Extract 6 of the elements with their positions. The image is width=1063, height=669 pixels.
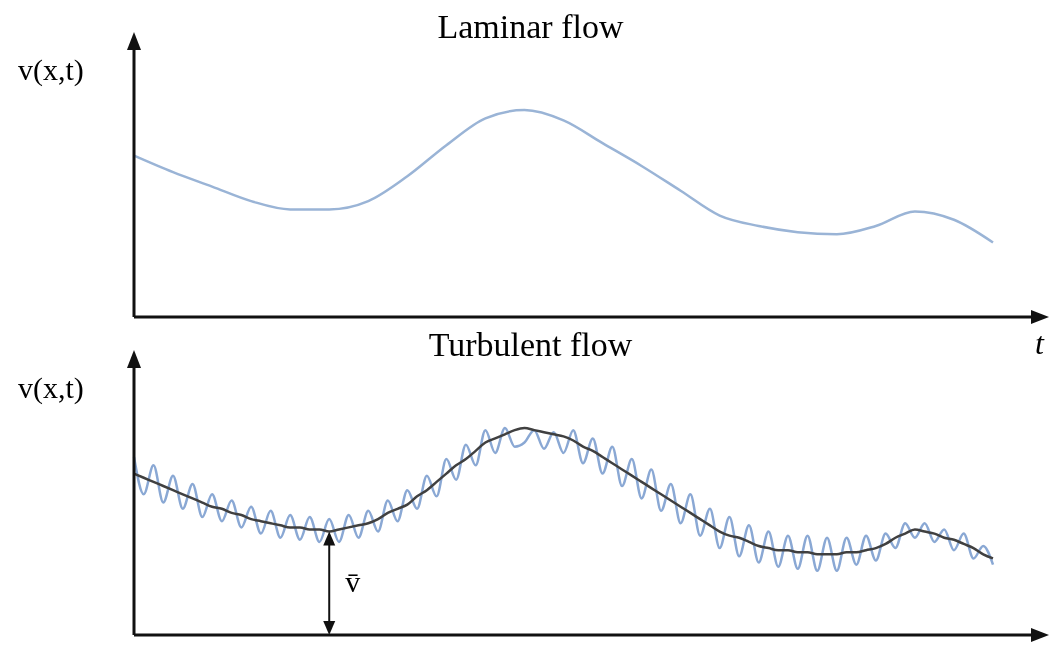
x-axis-title: t <box>1035 325 1044 362</box>
chart-title: Turbulent flow <box>428 326 633 363</box>
y-axis-title: v(x,t) <box>18 53 84 87</box>
annotation: v̄ <box>345 565 361 600</box>
chart-title: Laminar flow <box>436 8 625 46</box>
y-axis-title: v(x,t) <box>18 371 84 405</box>
